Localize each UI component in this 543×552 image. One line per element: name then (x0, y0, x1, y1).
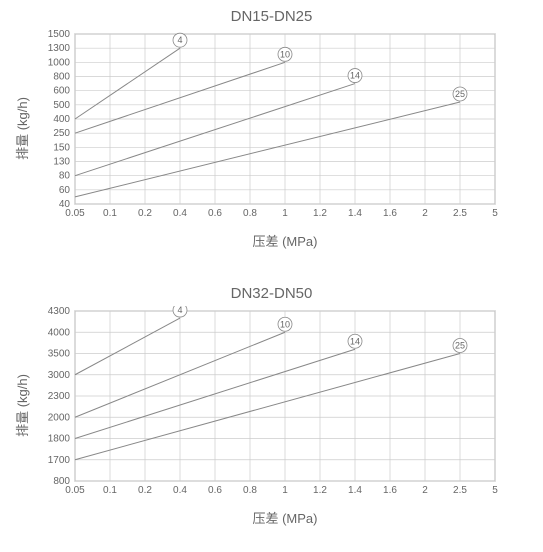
y-tick-label: 1700 (48, 455, 71, 466)
y-tick-label: 2300 (48, 391, 71, 402)
y-tick-label: 500 (53, 100, 70, 111)
chart-plot: 0.050.10.20.40.60.811.21.41.622.55406080… (0, 29, 543, 229)
x-tick-label: 1.4 (348, 485, 362, 496)
y-tick-label: 600 (53, 86, 70, 97)
y-tick-label: 40 (59, 199, 71, 210)
x-tick-label: 1 (282, 208, 288, 219)
y-tick-label: 400 (53, 114, 70, 125)
series-line-25 (75, 102, 460, 197)
x-tick-label: 1.2 (313, 485, 327, 496)
y-tick-label: 800 (53, 72, 70, 83)
x-tick-label: 0.2 (138, 208, 152, 219)
y-tick-label: 800 (53, 476, 70, 487)
x-tick-label: 0.1 (103, 485, 117, 496)
y-tick-label: 3500 (48, 349, 71, 360)
series-marker-text-14: 14 (350, 336, 360, 346)
x-tick-label: 2 (422, 485, 428, 496)
chart-title: DN15-DN25 (0, 8, 543, 25)
y-tick-label: 1500 (48, 29, 71, 40)
x-tick-label: 1.6 (383, 208, 397, 219)
series-marker-text-10: 10 (280, 49, 290, 59)
series-marker-text-4: 4 (177, 35, 182, 45)
series-line-25 (75, 354, 460, 460)
series-marker-text-14: 14 (350, 71, 360, 81)
x-tick-label: 1.6 (383, 485, 397, 496)
x-tick-label: 1.4 (348, 208, 362, 219)
series-line-4 (75, 318, 180, 375)
series-line-4 (75, 48, 180, 119)
series-marker-text-25: 25 (455, 89, 465, 99)
x-tick-label: 0.4 (173, 485, 187, 496)
x-tick-label: 0.2 (138, 485, 152, 496)
x-tick-label: 0.8 (243, 208, 257, 219)
chart-1: DN32-DN50 排量 (kg/h) 0.050.10.20.40.60.81… (0, 285, 543, 527)
x-tick-label: 5 (492, 485, 498, 496)
chart-0: DN15-DN25 排量 (kg/h) 0.050.10.20.40.60.81… (0, 8, 543, 250)
y-tick-label: 60 (59, 185, 71, 196)
y-axis-label: 排量 (kg/h) (12, 374, 31, 437)
x-axis-label: 压差 (MPa) (75, 508, 495, 527)
y-tick-label: 4000 (48, 327, 71, 338)
y-tick-label: 3000 (48, 370, 71, 381)
y-tick-label: 150 (53, 142, 70, 153)
x-tick-label: 0.8 (243, 485, 257, 496)
x-tick-label: 2.5 (453, 208, 467, 219)
y-tick-label: 2000 (48, 412, 71, 423)
y-tick-label: 250 (53, 128, 70, 139)
y-tick-label: 1000 (48, 57, 71, 68)
x-axis-label: 压差 (MPa) (75, 231, 495, 250)
x-tick-label: 1.2 (313, 208, 327, 219)
series-marker-text-25: 25 (455, 341, 465, 351)
y-axis-label: 排量 (kg/h) (12, 97, 31, 160)
y-tick-label: 4300 (48, 306, 71, 317)
x-tick-label: 0.6 (208, 208, 222, 219)
series-marker-text-10: 10 (280, 319, 290, 329)
x-tick-label: 0.4 (173, 208, 187, 219)
y-tick-label: 80 (59, 171, 71, 182)
x-tick-label: 5 (492, 208, 498, 219)
x-tick-label: 1 (282, 485, 288, 496)
x-tick-label: 0.1 (103, 208, 117, 219)
y-tick-label: 130 (53, 157, 70, 168)
y-tick-label: 1300 (48, 43, 71, 54)
chart-title: DN32-DN50 (0, 285, 543, 302)
x-tick-label: 2 (422, 208, 428, 219)
series-marker-text-4: 4 (177, 306, 182, 315)
chart-plot: 0.050.10.20.40.60.811.21.41.622.55800170… (0, 306, 543, 506)
y-tick-label: 1800 (48, 434, 71, 445)
x-tick-label: 2.5 (453, 485, 467, 496)
x-tick-label: 0.6 (208, 485, 222, 496)
